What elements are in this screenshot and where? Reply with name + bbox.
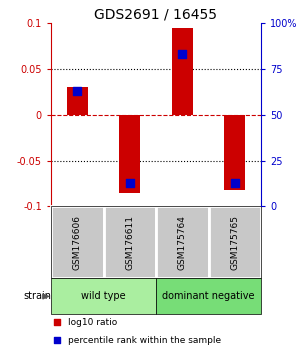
Text: percentile rank within the sample: percentile rank within the sample [68,336,221,345]
Text: log10 ratio: log10 ratio [68,318,117,327]
Bar [67,87,88,115]
Text: GSM175764: GSM175764 [178,215,187,270]
Point [55,320,60,325]
Bar [156,206,208,278]
Text: GSM176611: GSM176611 [125,215,134,270]
Bar [119,115,140,193]
Point [128,180,132,185]
Text: GSM176606: GSM176606 [73,215,82,270]
Bar [51,206,104,278]
Bar [103,206,156,278]
Bar [224,115,245,190]
Bar [172,28,193,115]
Point [55,338,60,343]
Text: dominant negative: dominant negative [162,291,255,301]
Point [180,51,185,57]
Bar [51,278,156,314]
Title: GDS2691 / 16455: GDS2691 / 16455 [94,8,218,22]
Point [75,88,80,94]
Text: GSM175765: GSM175765 [230,215,239,270]
Point [232,180,237,185]
Text: wild type: wild type [81,291,126,301]
Bar [156,278,261,314]
Text: strain: strain [23,291,51,301]
Bar [208,206,261,278]
